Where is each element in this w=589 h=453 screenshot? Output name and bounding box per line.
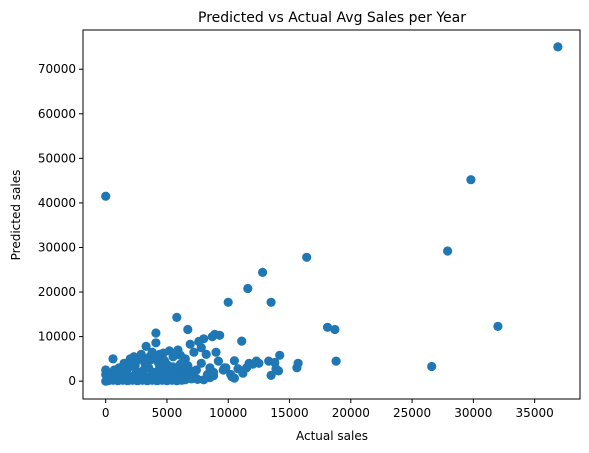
data-point — [211, 347, 221, 357]
data-point — [161, 358, 171, 368]
data-point — [443, 246, 453, 256]
y-tick-label: 20000 — [38, 285, 76, 299]
data-point — [330, 324, 340, 335]
data-point — [207, 332, 217, 342]
y-tick-label: 30000 — [38, 240, 76, 254]
data-point — [131, 356, 141, 366]
data-point — [266, 370, 276, 380]
data-point — [196, 358, 206, 368]
data-point — [183, 361, 193, 371]
data-point — [153, 351, 163, 361]
y-tick-label: 40000 — [38, 196, 76, 210]
data-point — [185, 339, 195, 349]
chart-title: Predicted vs Actual Avg Sales per Year — [198, 10, 466, 26]
data-point — [242, 363, 252, 373]
data-point — [331, 356, 341, 366]
x-tick-label: 0 — [102, 406, 110, 420]
data-point — [302, 252, 312, 262]
data-point — [139, 353, 149, 363]
y-axis-label: Predicted sales — [9, 170, 23, 261]
data-point — [254, 358, 264, 368]
data-point — [101, 191, 111, 201]
data-point — [293, 358, 303, 368]
x-axis-ticks: 0 5000 10000 15000 20000 25000 30000 35000 — [102, 399, 554, 420]
data-point — [229, 356, 239, 366]
data-points — [101, 42, 563, 386]
x-tick-label: 25000 — [393, 406, 431, 420]
data-point — [427, 361, 437, 372]
plot-frame — [82, 29, 581, 400]
data-point — [190, 366, 200, 376]
data-point — [218, 365, 228, 375]
data-point — [172, 312, 182, 322]
y-tick-label: 0 — [68, 374, 76, 388]
data-point — [177, 375, 187, 385]
data-point — [266, 297, 276, 307]
data-point — [189, 347, 199, 357]
y-tick-label: 70000 — [38, 62, 76, 76]
x-axis-label: Actual sales — [296, 429, 368, 443]
data-point — [196, 343, 206, 353]
data-point — [141, 341, 151, 351]
data-point — [553, 42, 563, 52]
x-tick-label: 15000 — [270, 406, 308, 420]
data-point — [223, 297, 233, 307]
data-point — [237, 336, 247, 346]
data-point — [151, 338, 161, 348]
data-point — [201, 349, 211, 359]
y-tick-label: 50000 — [38, 151, 76, 165]
data-point — [213, 356, 223, 366]
data-point — [146, 355, 156, 365]
x-tick-label: 5000 — [152, 406, 183, 420]
x-tick-label: 30000 — [454, 406, 492, 420]
x-tick-label: 10000 — [209, 406, 247, 420]
data-point — [168, 362, 178, 372]
data-point — [208, 367, 219, 377]
y-tick-label: 10000 — [38, 330, 76, 344]
y-tick-label: 60000 — [38, 107, 76, 121]
data-point — [151, 328, 161, 338]
data-point — [109, 365, 119, 375]
data-point — [168, 352, 178, 362]
x-tick-label: 20000 — [332, 406, 370, 420]
data-point — [117, 364, 127, 374]
data-point — [258, 267, 268, 277]
data-point — [233, 364, 243, 374]
data-point — [270, 357, 280, 368]
data-point — [215, 330, 225, 340]
data-point — [493, 321, 503, 331]
data-point — [466, 175, 476, 185]
data-point — [243, 283, 253, 294]
y-axis-ticks: 0 10000 20000 30000 40000 50000 60000 70000 — [38, 62, 83, 388]
data-point — [227, 372, 237, 382]
data-point — [275, 350, 285, 360]
data-point — [322, 322, 333, 332]
x-tick-label: 35000 — [516, 406, 554, 420]
data-point — [124, 361, 134, 371]
data-point — [108, 354, 118, 364]
data-point — [175, 359, 185, 369]
data-point — [183, 324, 193, 335]
